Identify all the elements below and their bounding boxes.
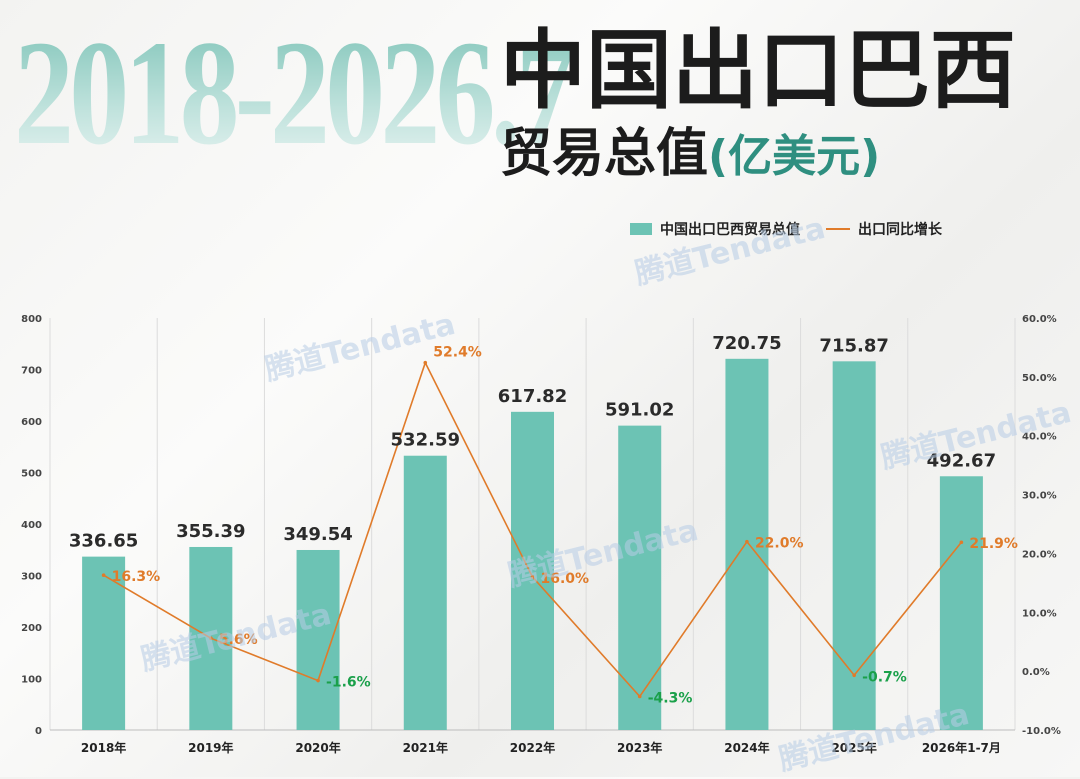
line-value-label: -4.3% <box>648 690 693 706</box>
line-point <box>316 678 320 683</box>
y-left-tick-label: 500 <box>21 469 42 480</box>
bar <box>618 425 662 730</box>
line-value-label: 21.9% <box>969 536 1018 552</box>
bar <box>939 476 983 730</box>
line-point <box>959 540 964 545</box>
bar <box>832 361 876 730</box>
line-point <box>101 573 106 578</box>
line-point <box>423 360 428 365</box>
bar-value-label: 532.59 <box>391 430 460 451</box>
chart-subtitle-text: 贸易总值 <box>500 124 709 184</box>
chart-subtitle: 贸易总值(亿美元) <box>500 128 880 180</box>
bar <box>403 455 447 730</box>
bar-value-label: 349.54 <box>283 524 352 545</box>
legend-line-swatch <box>826 228 850 230</box>
chart-title: 中国出口巴西 <box>500 21 1016 121</box>
line-point <box>637 694 642 699</box>
y-left-tick-label: 400 <box>21 520 42 531</box>
bar-value-label: 336.65 <box>69 531 138 552</box>
legend-item-bar: 中国出口巴西贸易总值 <box>630 219 800 239</box>
bar <box>511 411 554 730</box>
legend-line-label: 出口同比增长 <box>858 222 942 238</box>
y-left-tick-label: 300 <box>21 572 42 583</box>
line-value-label: 16.0% <box>541 571 590 587</box>
y-left-tick-label: 600 <box>21 417 42 428</box>
bar-value-label: 591.02 <box>605 400 674 421</box>
bar <box>725 358 769 730</box>
x-tick-label: 2023年 <box>617 740 662 755</box>
y-right-tick-label: 0.0% <box>1022 667 1050 678</box>
line-value-label: -1.6% <box>326 675 371 691</box>
chart-period-title: 2018-2026.7 <box>14 10 576 176</box>
line-value-label: 16.3% <box>112 569 161 585</box>
legend: 中国出口巴西贸易总值 出口同比增长 <box>630 218 942 240</box>
y-left-tick-label: 800 <box>21 314 42 325</box>
bar-value-label: 720.75 <box>712 333 781 354</box>
x-tick-label: 2020年 <box>295 740 340 755</box>
y-right-tick-label: 60.0% <box>1022 314 1057 325</box>
x-tick-label: 2018年 <box>81 740 126 755</box>
line-value-label: 22.0% <box>755 536 804 552</box>
line-point <box>530 575 535 579</box>
chart-unit: (亿美元) <box>708 131 881 182</box>
line-point <box>852 673 856 678</box>
x-tick-label: 2025年 <box>831 740 876 755</box>
legend-bar-swatch <box>630 223 652 235</box>
y-right-tick-label: 40.0% <box>1022 432 1057 443</box>
y-right-tick-label: -10.0% <box>1022 726 1061 737</box>
line-value-label: 52.4% <box>433 345 482 361</box>
bar <box>82 556 126 730</box>
y-right-tick-label: 10.0% <box>1022 608 1057 619</box>
y-right-tick-label: 30.0% <box>1022 491 1057 502</box>
line-value-label: -0.7% <box>862 669 907 685</box>
line-value-label: 5.6% <box>219 632 258 648</box>
x-tick-label: 2019年 <box>188 740 233 755</box>
y-left-tick-label: 200 <box>21 623 42 634</box>
y-right-tick-label: 20.0% <box>1022 549 1057 560</box>
y-left-tick-label: 700 <box>21 366 42 377</box>
x-tick-label: 2022年 <box>510 740 555 755</box>
y-left-tick-label: 100 <box>21 675 42 686</box>
x-tick-label: 2024年 <box>724 740 769 755</box>
bar-value-label: 617.82 <box>498 386 567 407</box>
x-tick-label: 2026年1-7月 <box>922 740 1001 755</box>
bar <box>296 549 340 730</box>
bar-value-label: 715.87 <box>819 335 888 356</box>
legend-item-line: 出口同比增长 <box>826 219 942 239</box>
y-left-tick-label: 0 <box>35 726 42 737</box>
legend-bar-label: 中国出口巴西贸易总值 <box>660 222 800 238</box>
bar-value-label: 355.39 <box>176 521 245 542</box>
line-point <box>745 539 749 544</box>
bar-value-label: 492.67 <box>927 450 996 471</box>
line-point <box>209 636 213 640</box>
y-right-tick-label: 50.0% <box>1022 373 1057 384</box>
x-tick-label: 2021年 <box>403 740 448 755</box>
